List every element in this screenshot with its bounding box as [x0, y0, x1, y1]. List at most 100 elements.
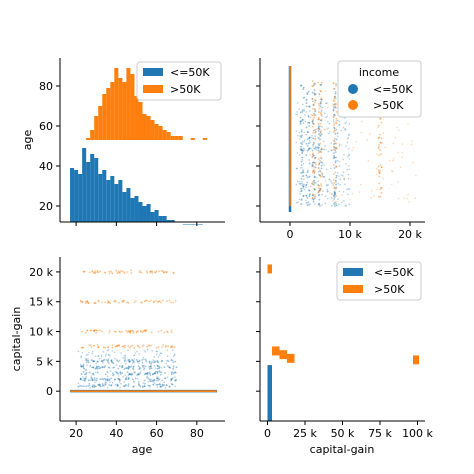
scatter-point-le50k [144, 365, 147, 368]
scatter-point-le50k [151, 373, 154, 376]
scatter-point-le50k [348, 164, 350, 167]
scatter-point-le50k [98, 357, 101, 360]
scatter-point-gt50k [391, 170, 394, 173]
scatter-point-gt50k [163, 271, 165, 274]
scatter-point-le50k [303, 131, 306, 134]
scatter-point-le50k [302, 171, 305, 174]
scatter-point-le50k [321, 172, 324, 175]
legend-swatch-le50k [343, 268, 363, 276]
scatter-point-le50k [149, 363, 152, 365]
scatter-point-le50k [333, 205, 336, 207]
scatter-point-le50k [170, 379, 172, 382]
scatter-point-le50k [334, 106, 337, 109]
scatter-point-gt50k [108, 272, 111, 275]
scatter-point-gt50k [318, 184, 321, 187]
scatter-point-le50k [311, 165, 314, 168]
scatter-point-gt50k [333, 196, 336, 198]
scatter-point-le50k [301, 151, 304, 153]
scatter-point-le50k [303, 109, 306, 112]
scatter-point-gt50k [118, 344, 120, 346]
scatter-point-gt50k [119, 271, 121, 274]
scatter-point-le50k [339, 183, 341, 186]
scatter-point-gt50k [326, 128, 328, 130]
scatter-point-le50k [155, 353, 158, 355]
scatter-point-gt50k [317, 128, 320, 130]
scatter-point-le50k [84, 357, 87, 360]
scatter-point-le50k [313, 172, 316, 174]
scatter-point-le50k [302, 169, 304, 172]
scatter-point-gt50k [332, 99, 335, 102]
scatter-point-le50k [99, 378, 102, 381]
scatter-point-le50k [305, 142, 308, 145]
histogram-bar-gt50k [279, 350, 287, 360]
scatter-point-le50k [172, 367, 175, 370]
scatter-point-le50k [335, 186, 337, 188]
scatter-point-le50k [301, 175, 304, 178]
scatter-point-le50k [148, 366, 151, 368]
scatter-point-gt50k [111, 344, 114, 347]
histogram-bar-le50k [102, 170, 107, 222]
scatter-point-gt50k [378, 170, 380, 173]
histogram-bar-le50k [122, 192, 127, 222]
scatter-point-le50k [308, 105, 311, 108]
scatter-point-le50k [80, 385, 83, 388]
scatter-point-le50k [319, 205, 321, 207]
scatter-point-gt50k [140, 271, 143, 274]
scatter-point-gt50k [163, 331, 166, 334]
scatter-point-gt50k [113, 330, 116, 333]
histogram-bar-le50k [190, 224, 195, 225]
scatter-point-gt50k [91, 270, 94, 273]
scatter-point-le50k [108, 378, 110, 381]
scatter-point-le50k [335, 176, 338, 179]
scatter-point-gt50k [410, 140, 413, 142]
scatter-point-gt50k [334, 114, 337, 117]
scatter-point-gt50k [86, 301, 89, 304]
scatter-point-le50k [89, 387, 91, 389]
scatter-point-gt50k [145, 329, 148, 332]
scatter-point-le50k [138, 360, 141, 363]
scatter-point-le50k [337, 198, 339, 201]
scatter-point-le50k [305, 99, 307, 101]
scatter-point-gt50k [319, 189, 322, 192]
scatter-point-le50k [308, 195, 311, 198]
scatter-point-le50k [298, 198, 301, 201]
age-scatter-y-tick-label: 15 k [29, 296, 53, 309]
scatter-point-le50k [306, 181, 309, 184]
scatter-point-le50k [318, 93, 321, 95]
scatter-point-le50k [141, 366, 144, 368]
scatter-point-gt50k [90, 346, 93, 348]
scatter-point-le50k [327, 183, 330, 186]
scatter-point-gt50k [319, 174, 322, 177]
scatter-point-le50k [311, 122, 314, 124]
scatter-point-le50k [125, 383, 127, 386]
scatter-point-le50k [334, 147, 336, 149]
scatter-point-le50k [301, 109, 304, 112]
scatter-point-le50k [124, 374, 127, 377]
scatter-point-le50k [345, 204, 348, 207]
scatter-point-le50k [83, 373, 86, 376]
scatter-point-le50k [174, 376, 176, 378]
scatter-point-le50k [156, 376, 158, 378]
scatter-point-gt50k [156, 301, 159, 303]
scatter-point-le50k [306, 197, 309, 199]
scatter-point-le50k [300, 187, 302, 190]
scatter-point-le50k [344, 183, 346, 186]
scatter-point-gt50k [138, 346, 141, 349]
scatter-point-le50k [319, 138, 321, 141]
scatter-point-le50k [333, 157, 336, 159]
scatter-point-le50k [149, 365, 152, 368]
scatter-point-le50k [129, 373, 132, 376]
histogram-bar-le50k [267, 365, 272, 421]
scatter-point-le50k [319, 134, 322, 137]
scatter-point-le50k [128, 360, 130, 363]
scatter-point-le50k [327, 132, 330, 135]
scatter-point-gt50k [132, 331, 135, 334]
scatter-point-le50k [305, 186, 307, 189]
scatter-point-gt50k [312, 152, 314, 155]
scatter-point-gt50k [99, 329, 101, 332]
scatter-point-le50k [317, 191, 320, 194]
scatter-point-le50k [324, 195, 327, 198]
scatter-point-gt50k [81, 346, 83, 349]
age-scatter-y-tick-label: 20 k [29, 266, 53, 279]
scatter-point-le50k [85, 358, 88, 361]
